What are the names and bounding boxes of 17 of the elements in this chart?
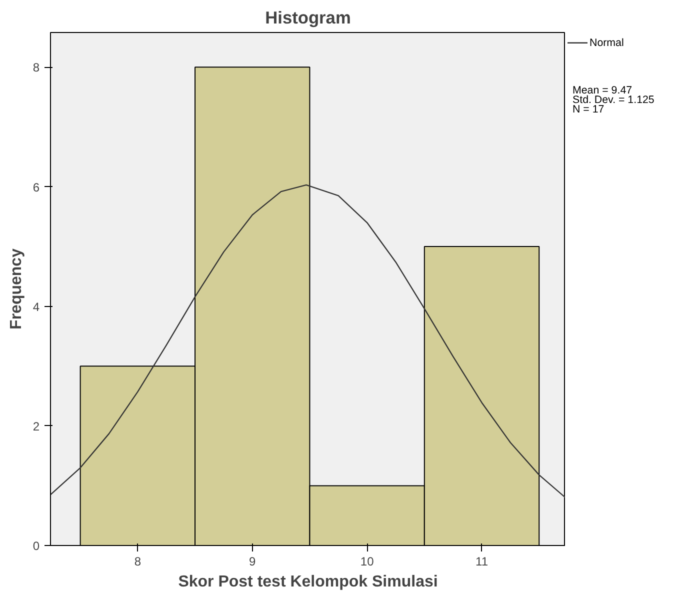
y-tick-label: 6	[32, 180, 40, 194]
text: Mean = 9.47	[572, 84, 632, 96]
x-tick-label: 8	[134, 554, 142, 568]
legend-label: Normal	[590, 36, 624, 49]
y-tick-label: 2	[32, 419, 40, 434]
text: Std. Dev. = 1.125	[572, 94, 654, 106]
x-tick-label: 11	[476, 554, 488, 568]
x-axis-title: Skor Post test Kelompok Simulasi	[178, 574, 438, 590]
text: N = 17	[572, 103, 604, 116]
chart-title: Histogram	[265, 8, 351, 28]
line-series	[50, 184, 565, 498]
y-tick-label: 4	[32, 300, 40, 314]
y-tick-label: 0	[32, 539, 40, 553]
x-tick-label: 9	[249, 554, 256, 568]
x-tick-label: 10	[360, 554, 374, 568]
y-axis-title: Frequency	[8, 248, 25, 330]
y-tick-label: 8	[32, 60, 40, 75]
